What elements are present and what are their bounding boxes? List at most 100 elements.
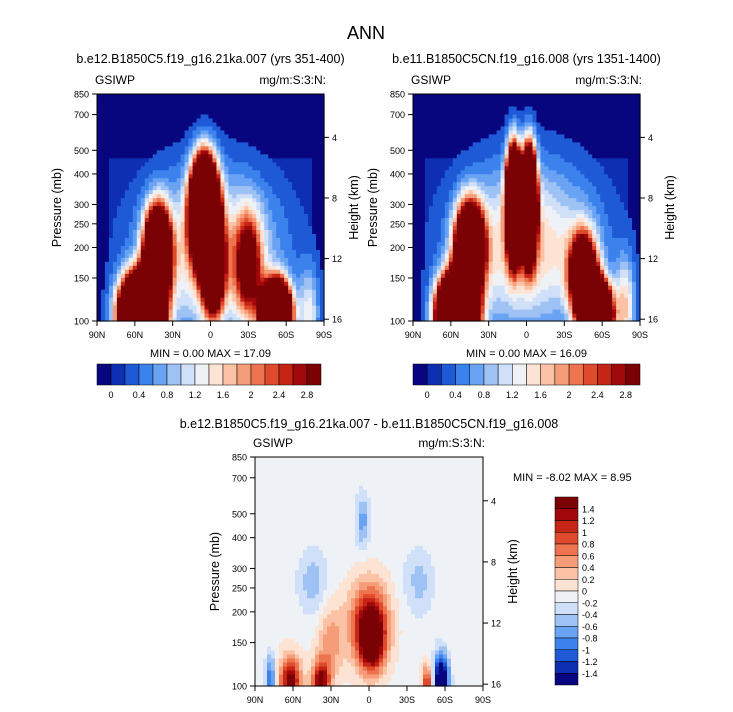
contour-cell [228,181,233,187]
contour-cell [160,121,166,127]
contour-cell [136,309,142,314]
contour-cell [496,189,502,195]
contour-cell [240,313,245,318]
contour-cell [108,121,114,127]
contour-cell [148,153,154,159]
contour-cell [192,129,198,135]
contour-cell [444,101,450,107]
contour-cell [140,273,146,278]
contour-cell [220,105,226,111]
contour-cell [268,97,273,103]
contour-cell [500,117,506,123]
contour-cell [264,221,269,227]
contour-cell [272,109,277,115]
contour-cell [232,253,237,258]
contour-cell [116,145,122,151]
contour-cell [460,101,466,107]
contour-cell [480,309,486,314]
contour-cell [444,94,450,99]
contour-cell [416,253,422,258]
contour-cell [272,305,277,310]
contour-cell [156,241,162,246]
contour-cell [140,289,146,294]
contour-cell [488,137,494,143]
contour-cell [264,245,269,250]
contour-cell [424,105,430,111]
contour-cell [524,229,530,234]
contour-cell [172,289,178,294]
contour-cell [492,289,498,294]
contour-cell [444,109,450,115]
contour-cell [212,217,218,223]
contour-cell [484,185,490,191]
contour-cell [264,165,269,171]
contour-cell [124,129,130,135]
contour-cell [188,197,194,203]
contour-cell [308,129,313,135]
contour-cell [120,277,126,282]
contour-cell [164,201,170,207]
contour-cell [172,269,178,274]
contour-cell [228,253,233,258]
contour-cell [208,229,214,234]
contour-cell [104,113,110,119]
contour-cell [216,189,222,195]
contour-cell [252,269,257,274]
y-tick-label: 400 [74,169,89,179]
contour-cell [152,217,158,223]
contour-cell [260,257,265,262]
contour-cell [508,269,514,274]
contour-cell [456,309,462,314]
contour-cell [168,197,174,203]
contour-cell [292,305,297,310]
contour-cell [97,265,102,270]
contour-cell [420,97,426,103]
contour-cell [476,233,482,238]
contour-cell [448,281,454,286]
contour-cell [280,117,285,123]
contour-cell [516,189,522,195]
contour-cell [104,253,110,258]
contour-cell [260,117,265,123]
contour-cell [500,301,506,306]
contour-cell [240,193,245,199]
contour-cell [132,113,138,119]
contour-cell [504,177,510,183]
contour-cell [528,265,534,270]
contour-cell [320,297,325,302]
contour-cell [132,137,138,143]
contour-cell [124,193,130,199]
contour-cell [152,225,158,230]
contour-cell [428,133,434,139]
contour-cell [248,241,253,246]
contour-cell [224,173,230,179]
contour-cell [168,257,174,262]
contour-cell [272,309,277,314]
contour-cell [108,273,114,278]
contour-cell [244,141,249,147]
contour-cell [452,105,458,111]
contour-cell [128,105,134,111]
contour-cell [304,221,309,227]
contour-cell [256,241,261,246]
contour-cell [212,113,218,119]
contour-cell [300,309,305,314]
contour-cell [204,133,210,139]
contour-cell [268,161,273,167]
contour-cell [180,165,186,171]
contour-cell [252,313,257,318]
contour-cell [484,101,490,107]
contour-cell [272,269,277,274]
contour-cell [428,313,434,318]
contour-cell [496,249,502,254]
contour-cell [436,137,442,143]
contour-cell [224,217,230,223]
contour-cell [304,149,309,155]
contour-cell [236,241,241,246]
contour-cell [236,213,241,219]
contour-cell [168,269,174,274]
contour-cell [97,217,102,223]
contour-cell [524,245,530,250]
contour-cell [436,185,442,191]
contour-cell [132,253,138,258]
